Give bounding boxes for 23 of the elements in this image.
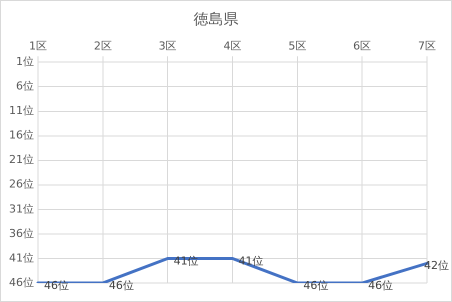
y-tick-label: 21位 [8,153,34,166]
data-label: 46位 [368,278,394,292]
x-tick-label: 6区 [353,39,372,52]
y-tick-label: 36位 [8,226,34,240]
y-tick-label: 6位 [16,80,34,93]
y-tick-label: 1位 [16,55,34,68]
x-tick-label: 7区 [418,39,436,52]
data-label: 46位 [303,278,328,292]
y-tick-label: 26位 [8,178,34,191]
x-tick-label: 3区 [158,39,177,52]
x-tick-label: 2区 [94,39,112,52]
y-tick-label: 16位 [8,128,34,142]
y-tick-label: 46位 [8,276,34,289]
data-label: 46位 [108,278,134,292]
data-label: 42位 [424,259,450,272]
x-tick-label: 4区 [224,39,242,52]
x-tick-label: 5区 [288,39,306,52]
data-label: 46位 [44,278,69,292]
y-tick-label: 31位 [8,202,34,216]
y-tick-label: 11位 [8,104,34,118]
y-tick-label: 41位 [8,251,34,264]
chart-title: 徳島県 [194,10,238,28]
x-tick-label: 1区 [28,39,47,52]
